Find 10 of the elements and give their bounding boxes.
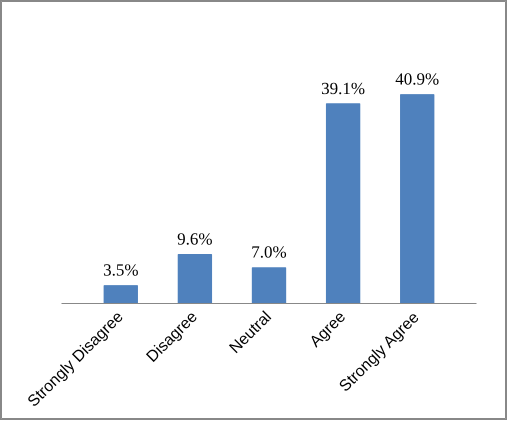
data-label: 40.9% bbox=[395, 70, 440, 89]
data-label: 9.6% bbox=[177, 229, 213, 248]
data-label: 39.1% bbox=[321, 78, 366, 98]
bar bbox=[178, 254, 212, 304]
bar bbox=[104, 285, 138, 304]
data-label: 7.0% bbox=[251, 242, 287, 262]
data-label: 3.5% bbox=[103, 260, 138, 280]
bar bbox=[400, 94, 434, 304]
bar bbox=[252, 267, 286, 304]
bar bbox=[326, 103, 360, 304]
